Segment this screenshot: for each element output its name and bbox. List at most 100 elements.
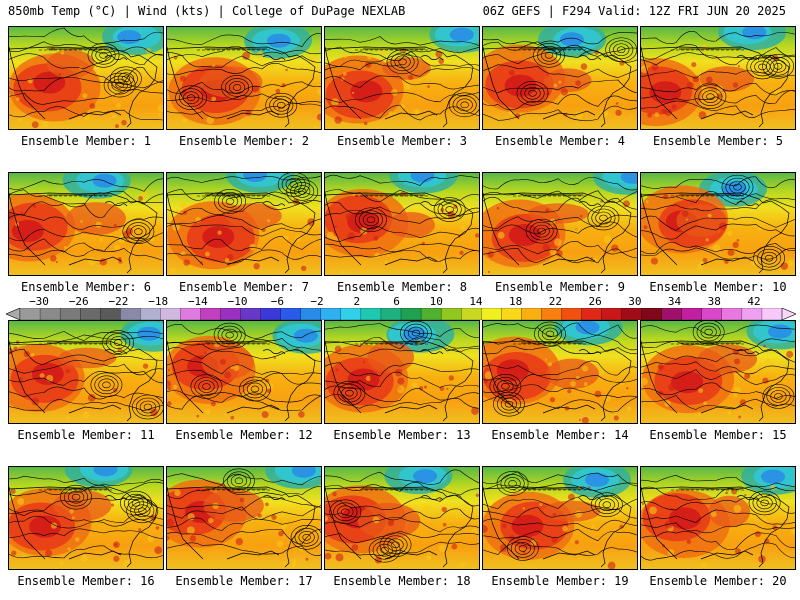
colorbar-tick-label: −22 xyxy=(108,295,129,308)
colorbar-tick-label: 6 xyxy=(393,295,400,308)
colorbar-swatch xyxy=(180,308,201,320)
ensemble-member-panel xyxy=(324,320,480,424)
colorbar-tick-label: 30 xyxy=(628,295,642,308)
ensemble-member-label: Ensemble Member: 3 xyxy=(336,134,468,148)
header: 850mb Temp (°C) | Wind (kts) | College o… xyxy=(0,0,800,22)
ensemble-member-label: Ensemble Member: 9 xyxy=(494,280,626,294)
header-title-right: 06Z GEFS | F294 Valid: 12Z FRI JUN 20 20… xyxy=(482,4,786,18)
ensemble-member-label: Ensemble Member: 4 xyxy=(494,134,626,148)
colorbar-swatch xyxy=(320,308,342,320)
colorbar-swatch xyxy=(19,308,41,320)
colorbar-swatch xyxy=(721,308,743,320)
ensemble-member-panel xyxy=(8,26,164,130)
colorbar-swatch xyxy=(601,308,623,320)
colorbar-swatch xyxy=(461,308,482,320)
colorbar-tick-label: −10 xyxy=(227,295,248,308)
ensemble-member-panel xyxy=(8,320,164,424)
temperature-map xyxy=(483,321,637,423)
colorbar-tick-label: −26 xyxy=(68,295,89,308)
colorbar-swatch xyxy=(501,308,522,320)
colorbar-tick-label: 42 xyxy=(747,295,761,308)
colorbar-swatch xyxy=(200,308,221,320)
temperature-map xyxy=(641,321,795,423)
ensemble-member-label: Ensemble Member: 20 xyxy=(649,574,787,588)
colorbar-tick-label: 18 xyxy=(509,295,523,308)
colorbar-tick-label: −30 xyxy=(29,295,49,308)
ensemble-member-label: Ensemble Member: 16 xyxy=(17,574,155,588)
colorbar-swatch xyxy=(340,308,362,320)
ensemble-member-label: Ensemble Member: 8 xyxy=(336,280,468,294)
ensemble-member-label: Ensemble Member: 6 xyxy=(20,280,152,294)
colorbar-swatch xyxy=(360,308,382,320)
colorbar-swatch xyxy=(59,308,81,320)
colorbar-swatch xyxy=(561,308,582,320)
ensemble-member-panel xyxy=(640,172,796,276)
ensemble-member-label: Ensemble Member: 2 xyxy=(178,134,310,148)
ensemble-member-label: Ensemble Member: 13 xyxy=(333,428,471,442)
ensemble-member-label: Ensemble Member: 15 xyxy=(649,428,787,442)
temperature-map xyxy=(167,27,321,129)
colorbar-swatch xyxy=(220,308,242,320)
ensemble-member-label: Ensemble Member: 5 xyxy=(652,134,784,148)
colorbar-swatch xyxy=(240,308,262,320)
ensemble-member-panel xyxy=(166,172,322,276)
temperature-map xyxy=(325,321,479,423)
temperature-map xyxy=(325,173,479,275)
ensemble-member-panel xyxy=(166,320,322,424)
ensemble-member-panel xyxy=(8,172,164,276)
colorbar-swatch xyxy=(481,308,502,320)
colorbar-swatch xyxy=(300,308,322,320)
ensemble-member-panel xyxy=(324,26,480,130)
ensemble-member-label: Ensemble Member: 14 xyxy=(491,428,629,442)
ensemble-member-panel xyxy=(166,466,322,570)
colorbar-tick-label: −18 xyxy=(148,295,169,308)
colorbar-swatch xyxy=(541,308,562,320)
colorbar-swatch xyxy=(621,308,643,320)
temperature-map xyxy=(641,467,795,569)
ensemble-member-panel xyxy=(482,172,638,276)
temperature-colorbar: −30 −26 −22 −18 −14 −10 −6 −2 2 6 10 14 18 22 26 30 34 38… xyxy=(6,296,796,320)
temperature-map xyxy=(483,27,637,129)
colorbar-swatch xyxy=(641,308,663,320)
temperature-map xyxy=(483,467,637,569)
colorbar-scale xyxy=(6,308,796,320)
colorbar-tick-label: −6 xyxy=(270,295,284,308)
colorbar-tick-label: 14 xyxy=(469,295,483,308)
colorbar-swatch xyxy=(761,308,783,320)
colorbar-swatch xyxy=(120,308,141,320)
ensemble-member-panel xyxy=(482,466,638,570)
colorbar-swatch xyxy=(661,308,683,320)
temperature-map xyxy=(9,467,163,569)
ensemble-member-label: Ensemble Member: 17 xyxy=(175,574,313,588)
colorbar-swatch xyxy=(681,308,703,320)
colorbar-swatch xyxy=(400,308,422,320)
colorbar-swatch xyxy=(521,308,542,320)
colorbar-arrow-left xyxy=(6,308,21,320)
colorbar-swatch xyxy=(440,308,462,320)
ensemble-member-label: Ensemble Member: 19 xyxy=(491,574,629,588)
ensemble-member-label: Ensemble Member: 12 xyxy=(175,428,313,442)
ensemble-member-label: Ensemble Member: 11 xyxy=(17,428,155,442)
colorbar-tick-label: −2 xyxy=(310,295,324,308)
ensemble-member-panel xyxy=(640,466,796,570)
temperature-map xyxy=(9,173,163,275)
colorbar-swatch xyxy=(380,308,402,320)
ensemble-member-label: Ensemble Member: 7 xyxy=(178,280,310,294)
temperature-map xyxy=(167,467,321,569)
ensemble-member-panel xyxy=(482,320,638,424)
colorbar-swatch xyxy=(420,308,442,320)
temperature-map xyxy=(325,467,479,569)
colorbar-tick-label: −14 xyxy=(187,295,208,308)
ensemble-member-panel xyxy=(640,26,796,130)
temperature-map xyxy=(167,173,321,275)
ensemble-member-panel xyxy=(8,466,164,570)
temperature-map xyxy=(167,321,321,423)
colorbar-swatch xyxy=(80,308,101,320)
ensemble-member-label: Ensemble Member: 10 xyxy=(649,280,787,294)
colorbar-tick-label: 2 xyxy=(353,295,361,308)
colorbar-tick-label: 22 xyxy=(548,295,562,308)
colorbar-tick-label: 38 xyxy=(707,295,721,308)
colorbar-tick-label: 34 xyxy=(667,295,682,308)
ensemble-member-panel xyxy=(640,320,796,424)
colorbar-swatch xyxy=(160,308,181,320)
